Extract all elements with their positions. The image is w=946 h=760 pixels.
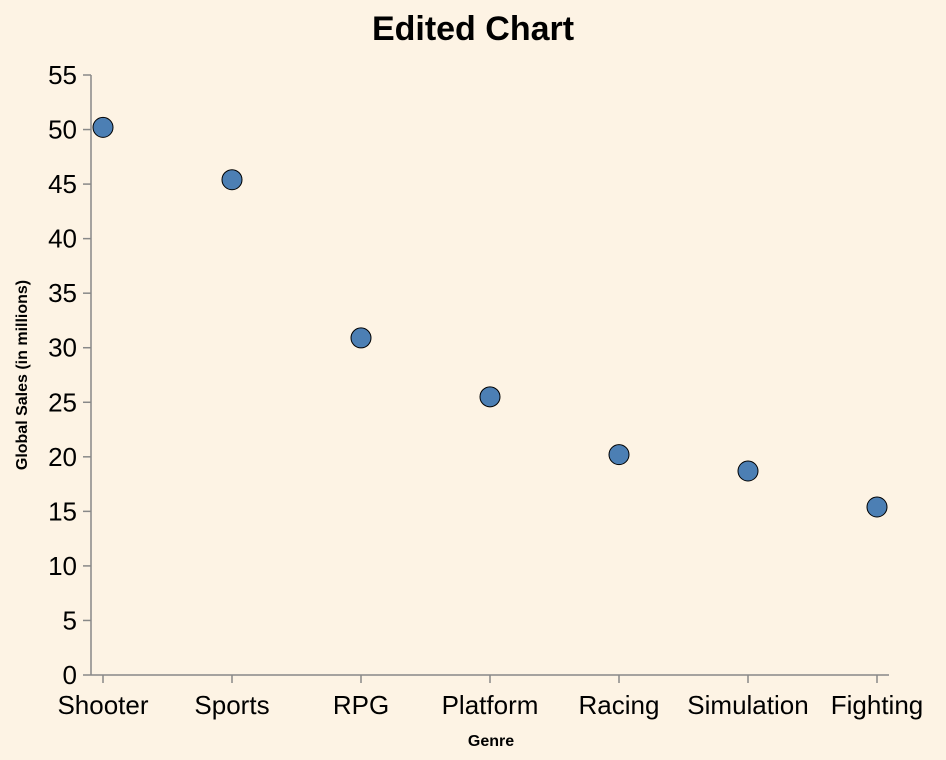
data-point	[866, 496, 888, 518]
y-tick-label: 55	[48, 60, 77, 90]
y-tick-label: 30	[48, 333, 77, 363]
y-tick-label: 20	[48, 442, 77, 472]
data-point	[608, 444, 630, 466]
x-tick-label: RPG	[333, 690, 389, 720]
y-tick-label: 45	[48, 169, 77, 199]
x-tick-label: Racing	[579, 690, 660, 720]
data-point	[737, 460, 759, 482]
data-point	[92, 116, 114, 138]
x-axis: Shooter Sports RPG Platform Racing Simulation…	[57, 674, 924, 720]
data-points	[92, 116, 888, 518]
data-point	[479, 386, 501, 408]
data-point	[221, 169, 243, 191]
x-axis-title: Genre	[468, 733, 514, 750]
x-tick-label: Sports	[194, 690, 269, 720]
y-tick-label: 10	[48, 551, 77, 581]
x-tick-label: Platform	[442, 690, 539, 720]
data-point	[350, 327, 372, 349]
y-axis-title: Global Sales (in millions)	[14, 280, 31, 470]
y-tick-label: 15	[48, 496, 77, 526]
y-tick-label: 0	[63, 660, 77, 690]
y-tick-label: 40	[48, 224, 77, 254]
y-tick-label: 50	[48, 115, 77, 145]
x-tick-label: Simulation	[687, 690, 808, 720]
chart-title: Edited Chart	[372, 10, 574, 48]
y-tick-label: 25	[48, 387, 77, 417]
x-tick-label: Fighting	[831, 690, 924, 720]
y-tick-label: 35	[48, 278, 77, 308]
y-axis: 0 5 10 15 20 25 30 35 40 45 50 55	[48, 60, 92, 690]
y-tick-label: 5	[63, 605, 77, 635]
x-tick-label: Shooter	[57, 690, 148, 720]
